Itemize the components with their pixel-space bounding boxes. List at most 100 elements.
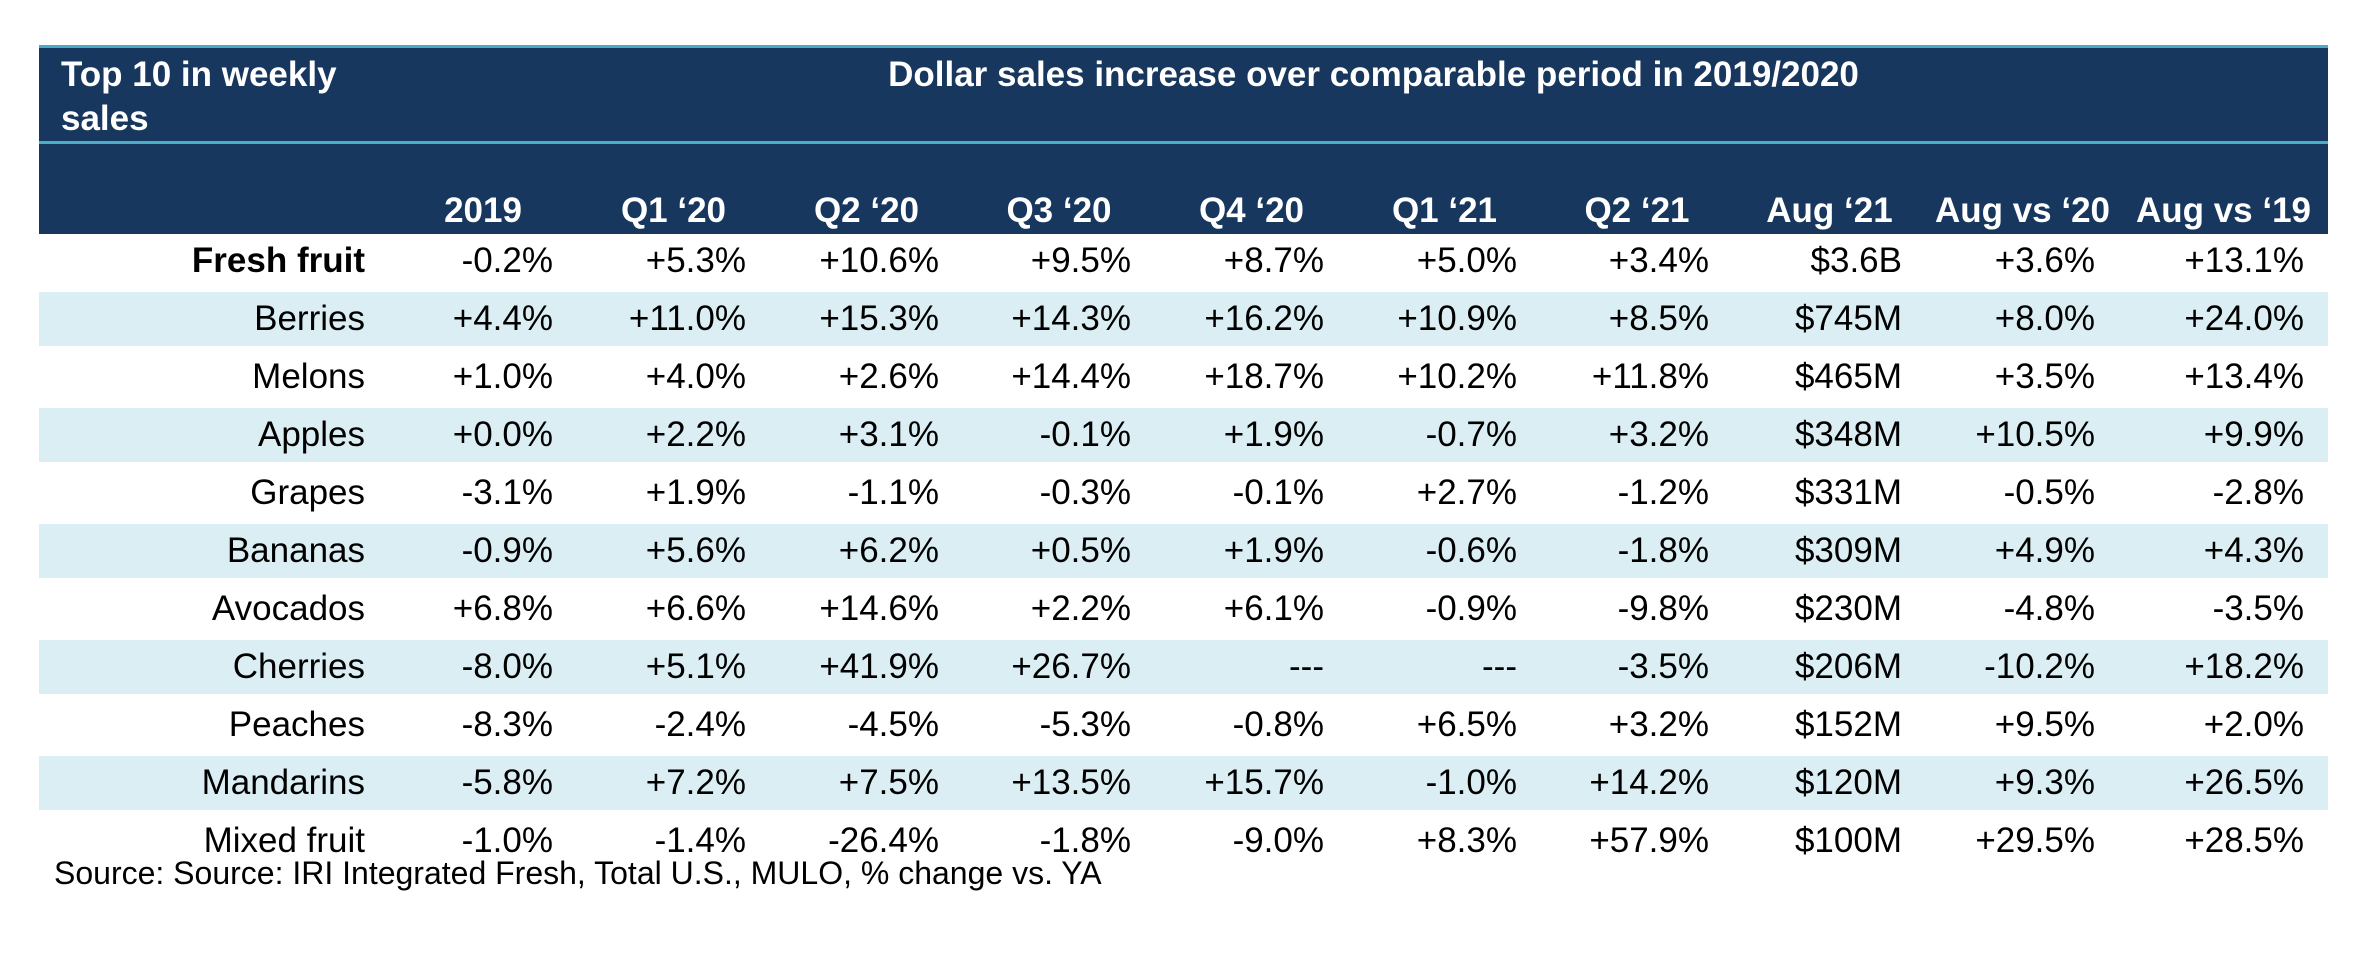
column-header: Aug vs ‘19 [2119, 144, 2328, 234]
table-cell: -10.2% [1926, 636, 2119, 696]
table-cell: +3.6% [1994, 241, 2095, 280]
row-label: Mixed fruit [39, 810, 389, 868]
table-cell: -8.3% [389, 694, 577, 754]
table-cell: +6.6% [577, 578, 770, 638]
row-label: Berries [39, 288, 389, 348]
table-cell: +0.0% [389, 404, 577, 464]
row-label: Cherries [39, 636, 389, 696]
table-cell: $348M [1733, 404, 1926, 464]
table-cell: -3.1% [389, 462, 577, 522]
table-row: Peaches -8.3% -2.4% -4.5% -5.3% -0.8% +6.5% +3.… [39, 694, 2328, 754]
table-cell: -0.2% [461, 241, 553, 280]
row-label: Fresh fruit [191, 241, 365, 280]
table-cell: +6.1% [1155, 578, 1348, 638]
table-header-top: Top 10 in weekly sales Dollar sales incr… [39, 48, 2328, 141]
table-cell: $152M [1733, 694, 1926, 754]
table-cell: +4.3% [2119, 520, 2328, 580]
table-cell: +26.7% [963, 636, 1155, 696]
table-cell: $120M [1733, 752, 1926, 812]
column-header: Q2 ‘20 [770, 144, 963, 234]
table-cell: +57.9% [1541, 810, 1733, 868]
table-row: Cherries -8.0% +5.1% +41.9% +26.7% --- --- -3.5… [39, 636, 2328, 696]
sales-table: Top 10 in weekly sales Dollar sales incr… [39, 45, 2328, 868]
table-cell: +15.7% [1155, 752, 1348, 812]
table-cell: -3.5% [2119, 578, 2328, 638]
table-cell: +4.0% [577, 346, 770, 406]
table-cell: -5.8% [389, 752, 577, 812]
table-cell: +11.0% [577, 288, 770, 348]
table-row: Grapes -3.1% +1.9% -1.1% -0.3% -0.1% +2.7% -1.2… [39, 462, 2328, 522]
column-header: Q2 ‘21 [1541, 144, 1733, 234]
table-cell: +9.5% [1030, 241, 1131, 280]
table-cell: -0.6% [1348, 520, 1541, 580]
row-label: Avocados [39, 578, 389, 638]
table-cell: -1.8% [963, 810, 1155, 868]
table-cell: -1.0% [1348, 752, 1541, 812]
row-label: Melons [39, 346, 389, 406]
table-cell: +13.1% [2184, 241, 2304, 280]
table-cell: +6.2% [770, 520, 963, 580]
table-cell: +5.1% [577, 636, 770, 696]
table-cell: -0.9% [389, 520, 577, 580]
table-cell: +16.2% [1155, 288, 1348, 348]
table-cell: +29.5% [1926, 810, 2119, 868]
table-cell: +1.9% [1155, 520, 1348, 580]
table-cell: +5.3% [645, 241, 746, 280]
table-cell: +26.5% [2119, 752, 2328, 812]
table-cell: -2.8% [2119, 462, 2328, 522]
table-cell: +7.2% [577, 752, 770, 812]
table-cell: +0.5% [963, 520, 1155, 580]
table-cell: -0.5% [1926, 462, 2119, 522]
table-cell: +4.9% [1926, 520, 2119, 580]
table-cell: +2.2% [963, 578, 1155, 638]
table-row: Melons +1.0% +4.0% +2.6% +14.4% +18.7% +10.2% +… [39, 346, 2328, 406]
table-cell: -0.3% [963, 462, 1155, 522]
table-cell: +9.5% [1926, 694, 2119, 754]
table-cell: +4.4% [389, 288, 577, 348]
table-cell: +5.6% [577, 520, 770, 580]
table-cell: +41.9% [770, 636, 963, 696]
table-row: Bananas -0.9% +5.6% +6.2% +0.5% +1.9% -0.6% -1.… [39, 520, 2328, 580]
table-cell: $331M [1733, 462, 1926, 522]
table-cell: -26.4% [770, 810, 963, 868]
table-cell: -1.8% [1541, 520, 1733, 580]
row-label: Bananas [39, 520, 389, 580]
table-cell: --- [1348, 636, 1541, 696]
table-cell: -0.9% [1348, 578, 1541, 638]
table-cell: +6.5% [1348, 694, 1541, 754]
table-cell: +11.8% [1541, 346, 1733, 406]
column-header: 2019 [389, 144, 577, 234]
table-cell: +14.6% [770, 578, 963, 638]
table-cell: +6.8% [389, 578, 577, 638]
column-header: Aug ‘21 [1733, 144, 1926, 234]
table-cell: +9.9% [2119, 404, 2328, 464]
table-cell: -9.0% [1155, 810, 1348, 868]
table-row: Berries +4.4% +11.0% +15.3% +14.3% +16.2% +10.… [39, 288, 2328, 348]
table-cell: +3.2% [1541, 694, 1733, 754]
row-header-title: Top 10 in weekly sales [61, 55, 337, 138]
row-label: Apples [39, 404, 389, 464]
table-cell: +3.5% [1926, 346, 2119, 406]
table-cell: --- [1155, 636, 1348, 696]
table-cell: -1.4% [577, 810, 770, 868]
table-row: Mandarins -5.8% +7.2% +7.5% +13.5% +15.7% -1.0… [39, 752, 2328, 812]
table-cell: +2.6% [770, 346, 963, 406]
table-row: Avocados +6.8% +6.6% +14.6% +2.2% +6.1% -0.9% -… [39, 578, 2328, 638]
table-cell: +15.3% [770, 288, 963, 348]
column-header: Q3 ‘20 [963, 144, 1155, 234]
table-cell: -0.8% [1155, 694, 1348, 754]
table-cell: +8.5% [1541, 288, 1733, 348]
table-cell: -0.1% [1155, 462, 1348, 522]
table-cell: $100M [1733, 810, 1926, 868]
table-row: Fresh fruit -0.2% +5.3% +10.6% +9.5% +8.7% +5.… [39, 234, 2328, 290]
table-cell: +2.0% [2119, 694, 2328, 754]
row-label-header [39, 144, 389, 234]
table-row: Apples +0.0% +2.2% +3.1% -0.1% +1.9% -0.7% +3.2… [39, 404, 2328, 464]
column-header: Q1 ‘20 [577, 144, 770, 234]
table-cell: +3.2% [1541, 404, 1733, 464]
table-cell: $465M [1733, 346, 1926, 406]
table-cell: -1.1% [770, 462, 963, 522]
table-cell: -5.3% [963, 694, 1155, 754]
table-cell: -1.2% [1541, 462, 1733, 522]
table-cell: -2.4% [577, 694, 770, 754]
